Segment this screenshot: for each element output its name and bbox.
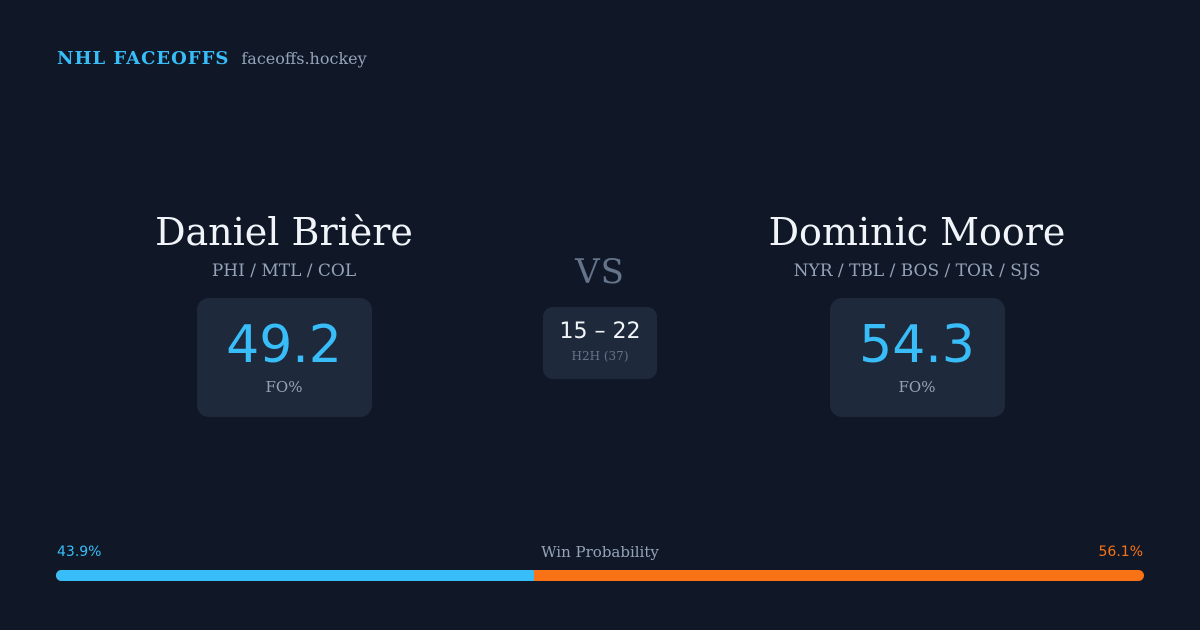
player-right-name: Dominic Moore bbox=[768, 210, 1066, 254]
h2h-score: 15 – 22 bbox=[559, 319, 641, 344]
player-right-stat-label: FO% bbox=[898, 378, 936, 396]
h2h-card: 15 – 22 H2H (37) bbox=[543, 307, 657, 379]
brand-header: NHL FACEOFFS faceoffs.hockey bbox=[57, 48, 367, 69]
player-left-fo-percent: 49.2 bbox=[226, 315, 342, 375]
player-right: Dominic Moore NYR / TBL / BOS / TOR / SJ… bbox=[727, 206, 1107, 417]
site-title[interactable]: NHL FACEOFFS bbox=[57, 48, 230, 69]
site-domain[interactable]: faceoffs.hockey bbox=[241, 49, 367, 68]
player-left-teams: PHI / MTL / COL bbox=[211, 261, 357, 281]
player-right-stat-card: 54.3 FO% bbox=[829, 298, 1005, 417]
player-left-name: Daniel Brière bbox=[155, 210, 413, 254]
win-probability-bar bbox=[56, 570, 1144, 581]
win-probability-right-value: 56.1% bbox=[1098, 544, 1143, 560]
vs-label: VS bbox=[575, 252, 625, 292]
player-right-teams: NYR / TBL / BOS / TOR / SJS bbox=[793, 261, 1041, 281]
win-probability-title: Win Probability bbox=[541, 543, 659, 561]
player-right-fo-percent: 54.3 bbox=[859, 315, 975, 375]
player-left-stat-label: FO% bbox=[265, 378, 303, 396]
win-probability-left-fill bbox=[56, 570, 534, 581]
player-left: Daniel Brière PHI / MTL / COL 49.2 FO% bbox=[94, 206, 474, 417]
win-probability-left-value: 43.9% bbox=[57, 544, 102, 560]
h2h-label: H2H (37) bbox=[571, 349, 629, 363]
player-left-stat-card: 49.2 FO% bbox=[196, 298, 372, 417]
